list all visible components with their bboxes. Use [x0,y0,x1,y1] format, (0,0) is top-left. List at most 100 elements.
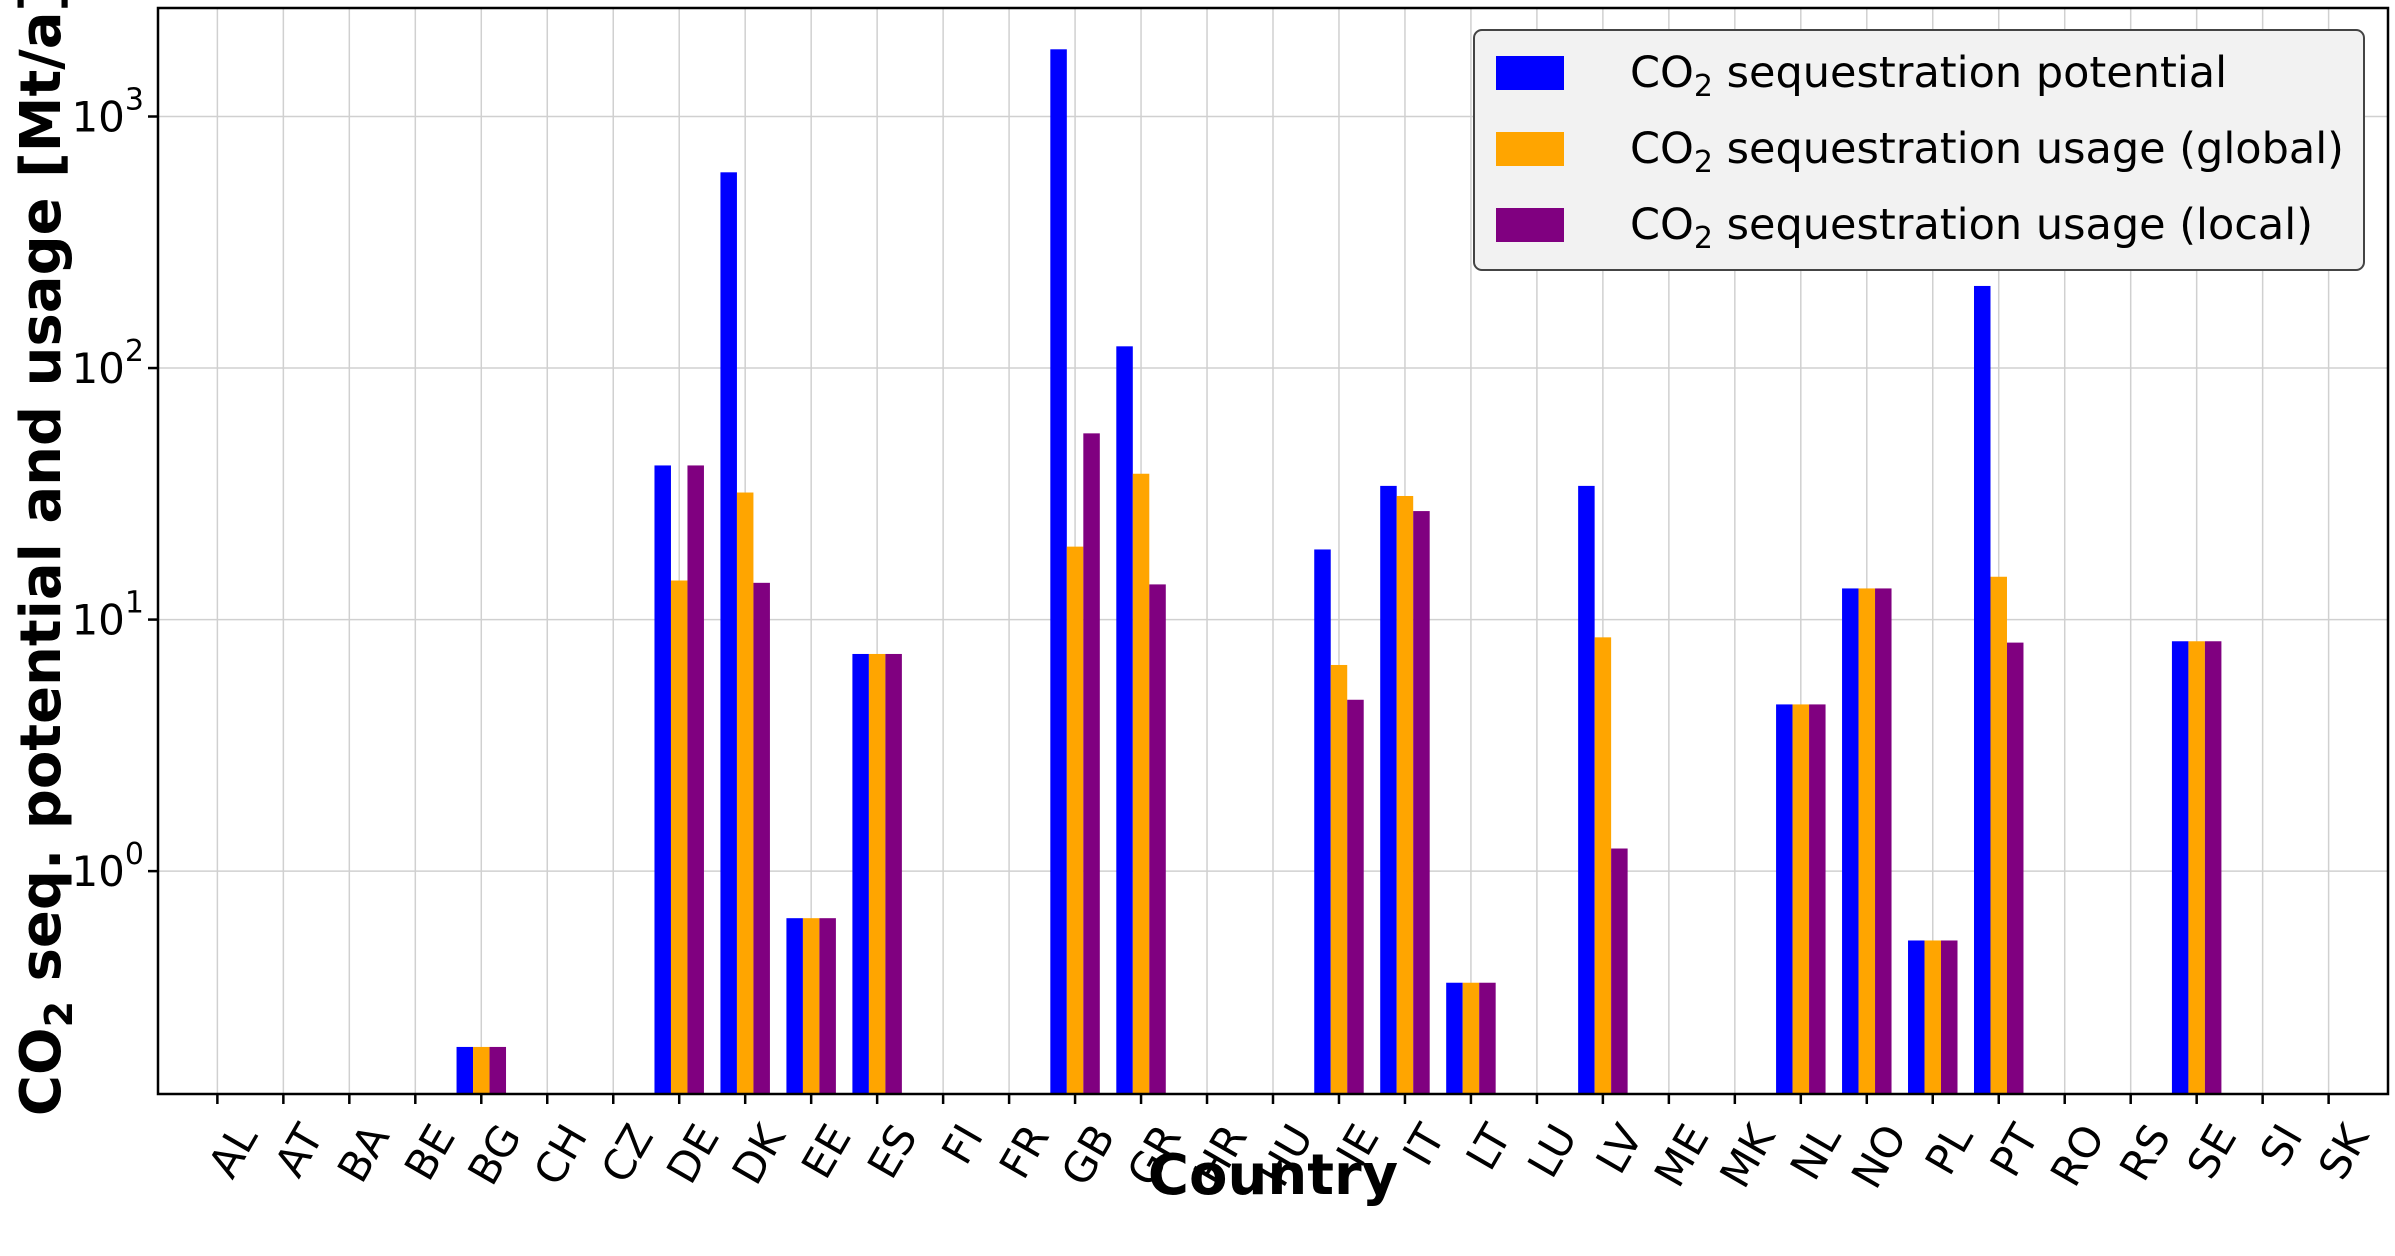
y-tick-label: 103 [71,83,144,142]
x-tick-label: SI [2250,1116,2312,1174]
bar [1083,433,1100,1094]
y-tick-base: 10 [71,344,124,393]
bar [456,1046,474,1094]
bar [1396,495,1414,1095]
x-tick-label: PL [1916,1116,1983,1183]
x-tick-label: MK [1710,1115,1785,1196]
y-tick-exponent: 0 [125,837,144,872]
x-tick-label: LV [1586,1116,1652,1182]
y-axis-title-suffix: seq. potential and usage [Mt/a] [9,0,74,1001]
bar [1792,704,1810,1094]
bar [819,918,836,1094]
bar [852,653,869,1094]
x-tick-label: CZ [591,1116,662,1191]
bar [786,918,803,1094]
legend-label-suffix: sequestration potential [1713,48,2227,98]
bar [1973,285,1991,1094]
legend-label: CO2 sequestration potential [1630,48,2227,104]
x-tick-label: BE [395,1116,465,1188]
y-tick-exponent: 1 [125,586,144,621]
bar [1330,664,1348,1094]
bar [1413,511,1430,1094]
bar [489,1046,507,1094]
y-tick-label: 102 [71,334,144,393]
legend-label-suffix: sequestration usage (local) [1713,200,2313,250]
y-tick-exponent: 3 [125,83,144,118]
x-tick-label: GB [1052,1116,1125,1194]
y-axis-title-prefix: CO [9,1027,74,1116]
bar [670,580,688,1094]
x-tick-label: BA [328,1116,399,1191]
bar [473,1046,490,1094]
x-tick-label: IT [1393,1116,1455,1174]
bar [1066,546,1084,1094]
bar [1380,485,1397,1095]
x-tick-label: DK [722,1115,795,1193]
bar [1941,940,1958,1094]
x-tick-label: BG [458,1116,531,1193]
bar [2171,641,2189,1094]
x-tick-label: ME [1645,1116,1719,1195]
bar [1908,940,1925,1094]
bar [687,465,704,1094]
bar [1314,549,1331,1094]
bar [736,492,754,1094]
bar [1446,982,1463,1094]
legend-label-subscript: 2 [1694,145,1713,180]
legend-label: CO2 sequestration usage (global) [1630,124,2344,180]
bar [1132,473,1150,1095]
legend-label-subscript: 2 [1694,69,1713,104]
bar [1776,704,1793,1094]
legend-swatch [1496,56,1564,90]
bar [1924,940,1942,1094]
x-tick-label: RO [2041,1116,2115,1194]
bar [885,653,902,1094]
bar [1149,584,1166,1094]
x-tick-label: AL [199,1116,268,1186]
x-tick-label: DE [657,1116,729,1192]
x-tick-label: CH [524,1116,597,1193]
x-tick-label: FR [990,1116,1059,1187]
bar [868,653,886,1094]
x-tick-label: NO [1842,1116,1917,1196]
bar [1858,588,1876,1094]
x-tick-label: SK [2309,1115,2379,1188]
bar [2204,641,2222,1094]
bar [1842,588,1859,1094]
y-tick-label: 101 [71,586,144,645]
legend-label: CO2 sequestration usage (local) [1630,200,2313,256]
bar [1594,637,1612,1094]
x-tick-label: AT [265,1116,333,1185]
y-tick-base: 10 [71,596,124,645]
x-tick-label: LU [1518,1116,1586,1186]
x-tick-label: RS [2110,1116,2180,1189]
bar [802,918,820,1094]
bar [1611,848,1628,1094]
bar [1809,704,1826,1094]
y-tick-base: 10 [71,93,124,142]
x-tick-label: EE [792,1116,861,1186]
x-tick-label: LT [1457,1116,1521,1178]
bar [720,172,737,1095]
legend-label-subscript: 2 [1694,221,1713,256]
x-tick-label: PT [1980,1116,2048,1185]
bar [1990,576,2007,1094]
y-tick-base: 10 [71,847,124,896]
x-tick-label: SE [2177,1116,2246,1187]
bar [1116,346,1133,1095]
legend-label-prefix: CO [1630,200,1694,250]
bar [654,465,671,1094]
x-tick-label: FI [932,1116,993,1172]
x-tick-label: NL [1781,1116,1851,1188]
legend-label-suffix: sequestration usage (global) [1713,124,2344,174]
bar [2006,642,2024,1094]
bar [1050,49,1067,1095]
bar [1578,485,1595,1095]
bar [1479,982,1496,1094]
y-axis-title: CO2 seq. potential and usage [Mt/a] [9,0,81,1116]
bar [753,582,770,1094]
y-tick-exponent: 2 [125,334,144,369]
